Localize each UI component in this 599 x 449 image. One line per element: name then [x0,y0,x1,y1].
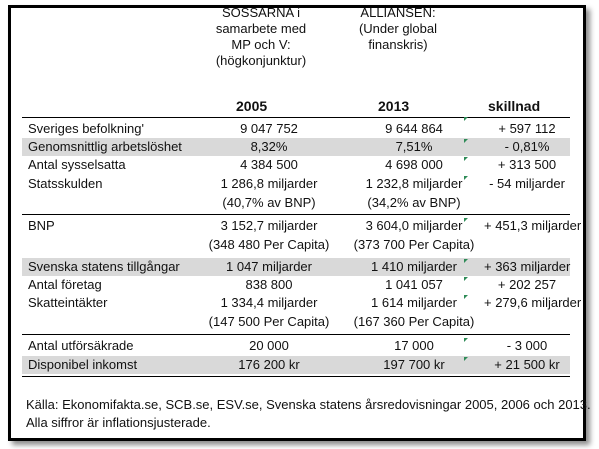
value-2013-sub: (373 700 Per Capita) [353,237,475,252]
row-rule [22,214,570,215]
header-line: finanskris) [368,37,428,52]
value-2005: 1 286,8 miljarder [220,176,318,191]
table-bottom-rule [22,376,570,377]
cell-marker [464,338,468,342]
table-row: Antal företag 838 800 1 041 057 + 202 25… [22,276,570,294]
value-2005: 8,32% [250,139,288,154]
value-diff: + 451,3 miljarder [484,218,582,233]
row-label: Statsskulden [28,176,103,191]
cell-marker [464,176,468,180]
value-2013: 17 000 [394,338,434,353]
value-2013: 4 698 000 [385,157,443,172]
value-diff: - 54 miljarder [489,176,565,191]
table-row: Sveriges befolkning' 9 047 752 9 644 864… [22,120,570,138]
value-2013-sub: (34,2% av BNP) [367,195,461,210]
cell-marker [464,157,468,161]
cell-marker [464,295,468,299]
value-2013-sub: (167 360 Per Capita) [353,314,475,329]
value-diff: + 202 257 [497,277,557,292]
value-2013: 9 644 864 [385,121,443,136]
row-label: Antal utförsäkrade [28,338,134,353]
table-row: Genomsnittlig arbetslöshet 8,32% 7,51% -… [22,138,570,156]
value-2005-sub: (348 480 Per Capita) [208,237,330,252]
value-diff: + 279,6 miljarder [484,295,582,310]
header-alliansen: ALLIANSEN: (Under global finanskris) [338,5,458,53]
value-2005-sub: (147 500 Per Capita) [208,314,330,329]
row-label: Genomsnittlig arbetslöshet [28,139,182,154]
table-row: Antal sysselsatta 4 384 500 4 698 000 + … [22,156,570,174]
table-row: Svenska statens tillgångar 1 047 miljard… [22,258,570,276]
row-label: Skatteintäkter [28,295,108,310]
value-2013: 1 410 miljarder [371,259,457,274]
header-line: samarbete med [215,21,307,36]
cell-marker [464,277,468,281]
value-2013: 1 041 057 [385,277,443,292]
year-skillnad: skillnad [488,98,541,114]
year-2005: 2005 [236,98,268,114]
value-2013: 1 232,8 miljarder [365,176,463,191]
value-2013: 197 700 kr [383,357,445,372]
header-rule [22,117,570,118]
row-label: Disponibel inkomst [28,357,138,372]
header-line: (Under global [358,21,438,36]
value-2013: 1 614 miljarder [371,295,457,310]
header-line: SOSSARNA i [221,5,301,20]
table-row: Skatteintäkter 1 334,4 miljarder (147 50… [22,294,582,332]
cell-marker [464,357,468,361]
value-diff: - 0,81% [504,139,550,154]
cell-marker [464,117,468,121]
year-2013: 2013 [378,98,410,114]
value-2005: 1 047 miljarder [226,259,312,274]
table-row: Statsskulden 1 286,8 miljarder (40,7% av… [22,175,570,213]
value-diff: + 363 miljarder [484,259,571,274]
source-note: Källa: Ekonomifakta.se, SCB.se, ESV.se, … [26,397,591,412]
cell-marker [464,259,468,263]
value-2005: 20 000 [249,338,289,353]
value-2013: 7,51% [395,139,433,154]
value-diff: + 313 500 [497,157,557,172]
value-2013: 3 604,0 miljarder [365,218,463,233]
value-diff: + 597 112 [498,121,556,136]
value-2005: 1 334,4 miljarder [220,295,318,310]
value-2005: 838 800 [245,277,293,292]
header-line: (högkonjunktur) [215,53,307,68]
cell-marker [464,139,468,143]
row-label: Antal företag [28,277,102,292]
cell-marker [464,218,468,222]
value-2005: 4 384 500 [240,157,298,172]
inflation-note: Alla siffror är inflationsjusterade. [26,415,211,430]
value-2005: 3 152,7 miljarder [220,218,318,233]
value-2005: 9 047 752 [240,121,298,136]
row-label: Antal sysselsatta [28,157,126,172]
table-row: BNP 3 152,7 miljarder (348 480 Per Capit… [22,217,582,255]
value-diff: + 21 500 kr [494,357,560,372]
value-2005-sub: (40,7% av BNP) [222,195,316,210]
header-sossarna: SOSSARNA i samarbete med MP och V: (högk… [196,5,326,69]
value-2005: 176 200 kr [238,357,300,372]
table-row: Antal utförsäkrade 20 000 17 000 - 3 000 [22,337,570,355]
row-label: Svenska statens tillgångar [28,259,180,274]
value-diff: - 3 000 [506,338,548,353]
header-line: MP och V: [231,37,291,52]
row-rule [22,334,570,335]
header-line: ALLIANSEN: [360,5,436,20]
table-row: Disponibel inkomst 176 200 kr 197 700 kr… [22,356,570,374]
row-label: Sveriges befolkning' [28,121,144,136]
row-label: BNP [28,218,55,233]
